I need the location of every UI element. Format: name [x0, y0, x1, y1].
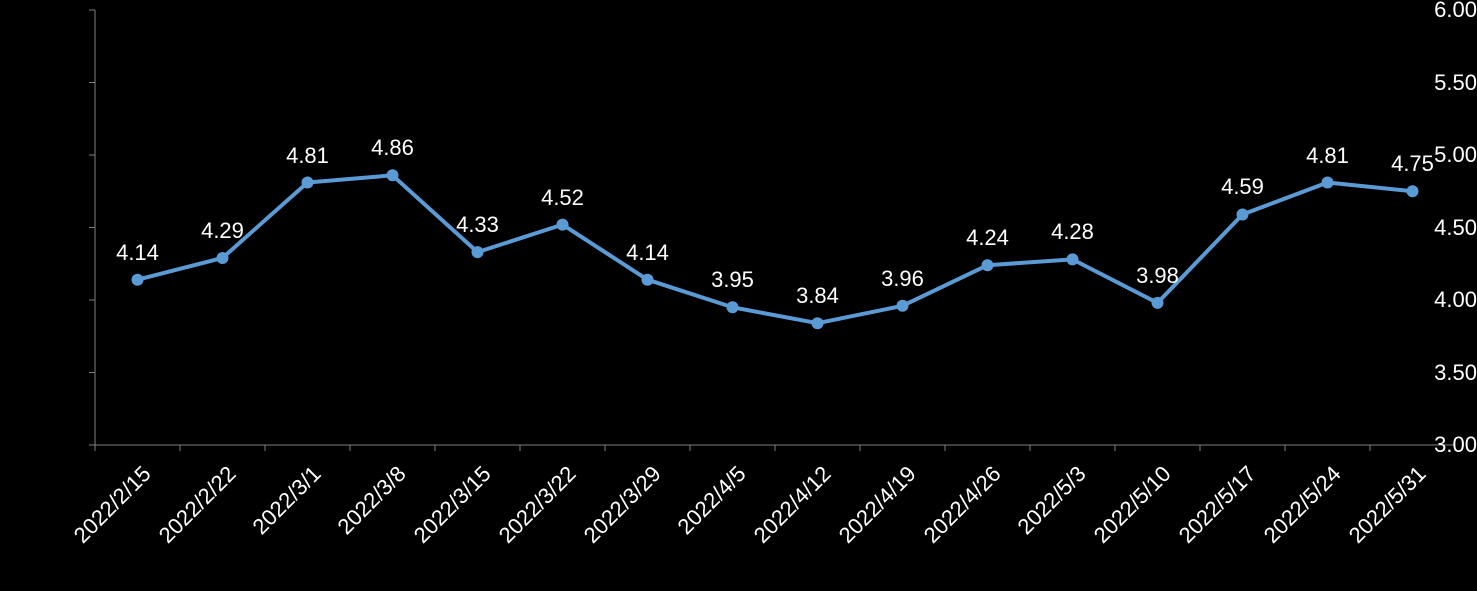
data-point	[472, 246, 484, 258]
data-label: 4.81	[1306, 143, 1349, 169]
data-label: 4.33	[456, 212, 499, 238]
data-label: 4.28	[1051, 219, 1094, 245]
data-label: 4.14	[116, 240, 159, 266]
data-point	[1407, 185, 1419, 197]
data-point	[217, 252, 229, 264]
data-point	[302, 177, 314, 189]
data-point	[897, 300, 909, 312]
data-point	[1152, 297, 1164, 309]
y-tick-label: 3.00	[1396, 432, 1477, 458]
data-point	[1067, 253, 1079, 265]
data-point	[1322, 177, 1334, 189]
data-label: 4.52	[541, 185, 584, 211]
data-label: 4.81	[286, 143, 329, 169]
data-point	[642, 274, 654, 286]
data-label: 4.29	[201, 218, 244, 244]
y-tick-label: 6.00	[1396, 0, 1477, 23]
data-label: 4.86	[371, 135, 414, 161]
data-label: 3.84	[796, 283, 839, 309]
data-label: 3.95	[711, 267, 754, 293]
data-label: 4.24	[966, 225, 1009, 251]
data-label: 4.75	[1391, 151, 1434, 177]
data-point	[387, 169, 399, 181]
data-point	[557, 219, 569, 231]
data-point	[132, 274, 144, 286]
y-tick-label: 3.50	[1396, 360, 1477, 386]
data-label: 4.14	[626, 240, 669, 266]
data-point	[727, 301, 739, 313]
data-label: 3.96	[881, 266, 924, 292]
data-point	[812, 317, 824, 329]
data-point	[982, 259, 994, 271]
chart-svg	[0, 0, 1477, 591]
y-tick-label: 4.50	[1396, 215, 1477, 241]
line-chart: 3.003.504.004.505.005.506.00 2022/2/1520…	[0, 0, 1477, 591]
data-label: 3.98	[1136, 263, 1179, 289]
data-label: 4.59	[1221, 174, 1264, 200]
y-tick-label: 4.00	[1396, 287, 1477, 313]
data-point	[1237, 208, 1249, 220]
y-tick-label: 5.50	[1396, 70, 1477, 96]
